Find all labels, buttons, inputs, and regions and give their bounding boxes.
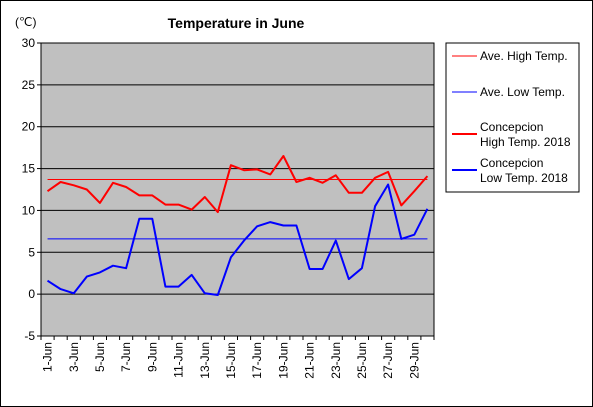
legend: Ave. High Temp.Ave. Low Temp.ConcepcionH… [452,49,571,185]
series-line [46,183,429,296]
unit-label: (℃) [15,15,36,29]
legend-label: High Temp. 2018 [480,135,571,149]
legend-label: Low Temp. 2018 [480,171,568,185]
x-tick-label: 13-Jun [198,342,212,379]
x-tick-label: 3-Jun [67,342,81,372]
reference-lines [47,178,428,240]
series-line [46,155,429,214]
y-tick-label: -5 [24,329,35,343]
x-tick-label: 21-Jun [303,342,317,379]
x-tick-label: 7-Jun [119,342,133,372]
x-tick-label: 23-Jun [329,342,343,379]
x-tick-label: 29-Jun [407,342,421,379]
legend-box [445,42,580,193]
y-tick-label: 25 [22,78,36,92]
x-tick-label: 1-Jun [41,342,55,372]
plot-area [40,42,435,337]
x-tick-label: 11-Jun [172,342,186,378]
x-tick-label: 15-Jun [224,342,238,379]
y-tick-label: 30 [22,36,36,50]
y-tick-label: 0 [28,287,35,301]
y-tick-label: 5 [28,245,35,259]
legend-label: Concepcion [480,120,543,134]
x-tick-label: 5-Jun [93,342,107,372]
y-axis-ticks: 30 25 20 15 10 5 0 -5 [22,36,41,343]
chart-title: Temperature in June [168,15,305,31]
y-tick-label: 15 [22,162,36,176]
legend-label: Ave. Low Temp. [480,85,565,99]
x-tick-label: 19-Jun [276,342,290,379]
y-tick-label: 20 [22,120,36,134]
x-tick-label: 27-Jun [381,342,395,379]
x-axis-ticks: 1-Jun 3-Jun 5-Jun 7-Jun 9-Jun 11-Jun 13-Jun 15-… [40,336,435,379]
grid-lines [41,84,434,295]
series-lines [46,155,429,296]
legend-label: Ave. High Temp. [480,49,568,63]
legend-label: Concepcion [480,156,543,170]
x-tick-label: 9-Jun [145,342,159,372]
x-tick-label: 17-Jun [250,342,264,379]
y-tick-label: 10 [22,203,36,217]
x-tick-label: 25-Jun [355,342,369,379]
